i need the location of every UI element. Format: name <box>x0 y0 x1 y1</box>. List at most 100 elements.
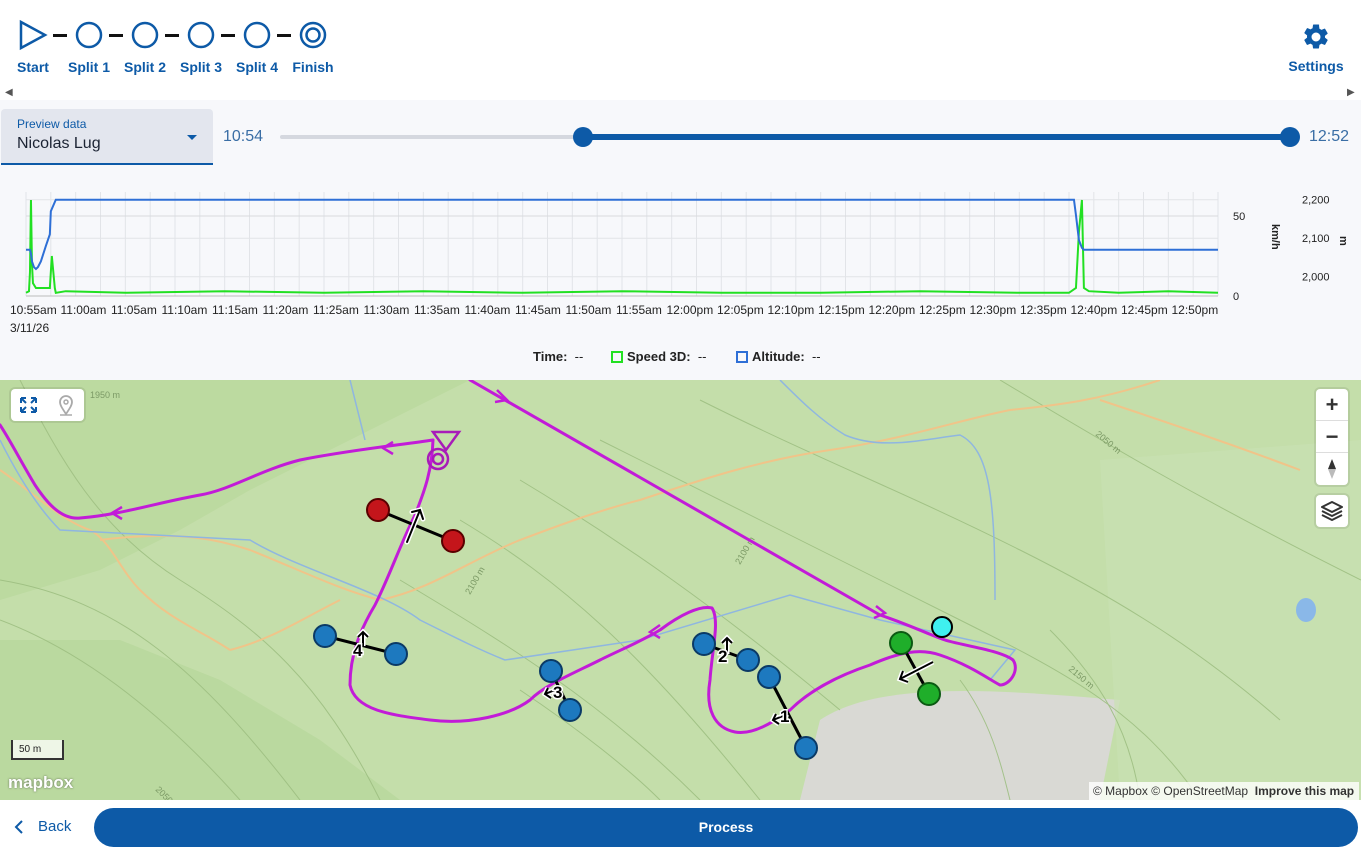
step-split-2-label: Split 2 <box>123 59 166 75</box>
x-tick-label: 11:35am <box>414 303 460 317</box>
time-slider-start-handle[interactable] <box>573 127 593 147</box>
step-split-3-label: Split 3 <box>179 59 222 75</box>
x-tick-label: 11:00am <box>61 303 107 317</box>
x-tick-label: 11:55am <box>616 303 662 317</box>
step-connector <box>109 34 123 37</box>
circle-icon <box>131 21 159 49</box>
step-split-2[interactable]: Split 2 <box>117 0 173 86</box>
route-map[interactable]: 1950 m 2100 m 2100 m 2050 m 2150 m 2050 … <box>0 380 1361 800</box>
x-tick-label: 12:05pm <box>717 303 764 317</box>
chart-legend: Time: -- Speed 3D: -- Altitude: -- <box>0 349 1361 369</box>
map-scale: 50 m <box>11 740 64 760</box>
x-tick-label: 11:25am <box>313 303 359 317</box>
split-3-label: 3 <box>553 683 562 702</box>
step-connector <box>277 34 291 37</box>
x-date-label: 3/11/26 <box>10 321 49 335</box>
split-2-gate[interactable]: 2 <box>692 632 760 672</box>
preview-data-select[interactable]: Preview data Nicolas Lug <box>1 109 213 165</box>
process-button[interactable]: Process <box>94 808 1358 847</box>
play-triangle-icon <box>19 19 48 51</box>
x-tick-label: 11:10am <box>162 303 208 317</box>
zoom-in-button[interactable]: + <box>1316 389 1348 421</box>
legend-altitude-label: Altitude: <box>752 349 805 364</box>
x-tick-label: 12:25pm <box>919 303 966 317</box>
attribution-text[interactable]: © Mapbox © OpenStreetMap <box>1093 784 1249 798</box>
map-top-left-controls <box>11 389 84 421</box>
speed-tick-label: 0 <box>1233 291 1239 303</box>
locate-button[interactable] <box>48 389 84 421</box>
finish-gate[interactable] <box>366 498 465 553</box>
contour-label: 1950 m <box>90 390 120 400</box>
altitude-tick-label: 2,200 <box>1302 195 1330 207</box>
speed-altitude-chart[interactable]: 10:55am 11:00am 11:05am 11:10am 11:15am 11:20… <box>0 184 1361 344</box>
x-tick-label: 11:50am <box>566 303 612 317</box>
speed-tick-label: 50 <box>1233 211 1245 223</box>
fullscreen-button[interactable] <box>11 389 47 421</box>
scroll-left-icon[interactable]: ◀ <box>5 87 13 98</box>
legend-time-label: Time: <box>533 349 568 364</box>
step-start[interactable]: Start <box>5 0 61 86</box>
preview-panel: Preview data Nicolas Lug 10:54 12:52 10:… <box>0 100 1361 380</box>
series-altitude-line <box>26 198 1218 271</box>
x-tick-label: 12:00pm <box>667 303 714 317</box>
mapbox-logo: mapbox <box>8 773 74 792</box>
step-split-4[interactable]: Split 4 <box>229 0 285 86</box>
altitude-axis-label: m <box>1337 236 1349 246</box>
scroll-right-icon[interactable]: ▶ <box>1347 87 1355 98</box>
time-slider-end-handle[interactable] <box>1280 127 1300 147</box>
split-1-label: 1 <box>780 707 789 726</box>
preview-data-value: Nicolas Lug <box>17 135 101 152</box>
current-position-marker[interactable] <box>931 616 953 638</box>
time-slider-range[interactable] <box>583 134 1290 140</box>
x-tick-label: 12:15pm <box>818 303 865 317</box>
legend-time-value: -- <box>574 349 584 364</box>
step-split-1[interactable]: Split 1 <box>61 0 117 86</box>
location-pin-icon <box>59 395 73 416</box>
x-tick-label: 12:40pm <box>1071 303 1118 317</box>
finish-marker[interactable] <box>426 430 462 471</box>
x-tick-label: 12:35pm <box>1020 303 1067 317</box>
x-tick-label: 11:05am <box>111 303 157 317</box>
contour-label: 2050 m <box>1094 429 1123 456</box>
step-split-3[interactable]: Split 3 <box>173 0 229 86</box>
circle-icon <box>243 21 271 49</box>
fullscreen-icon <box>20 397 37 413</box>
layers-button[interactable] <box>1316 495 1348 527</box>
step-start-label: Start <box>17 59 49 75</box>
step-split-4-label: Split 4 <box>235 59 278 75</box>
step-connector <box>221 34 235 37</box>
step-connector <box>165 34 179 37</box>
target-icon <box>299 21 327 49</box>
x-tick-label: 12:45pm <box>1121 303 1168 317</box>
step-split-1-label: Split 1 <box>67 59 110 75</box>
legend-speed-value: -- <box>697 349 707 364</box>
altitude-swatch <box>736 351 748 363</box>
legend-altitude[interactable]: Altitude: -- <box>736 349 821 364</box>
split-1-gate[interactable]: 1 <box>757 665 818 760</box>
legend-speed-label: Speed 3D: <box>627 349 691 364</box>
gear-icon <box>1304 24 1328 49</box>
zoom-out-button[interactable]: − <box>1316 421 1348 453</box>
series-speed-3d-line <box>25 199 1219 294</box>
x-tick-label: 12:50pm <box>1172 303 1219 317</box>
chevron-down-icon <box>187 135 197 140</box>
step-finish[interactable]: Finish <box>285 0 341 86</box>
x-tick-label: 12:20pm <box>869 303 916 317</box>
compass-icon <box>1328 459 1336 479</box>
contour-label: 2150 m <box>1067 664 1096 691</box>
improve-map-link[interactable]: Improve this map <box>1254 784 1355 798</box>
start-gate[interactable] <box>889 631 941 706</box>
circle-icon <box>187 21 215 49</box>
legend-speed[interactable]: Speed 3D: -- <box>611 349 706 364</box>
steps-bar: Start Split 1 Split 2 Split 3 Split 4 Fi… <box>0 0 1361 98</box>
settings-button[interactable]: Settings <box>1285 18 1347 78</box>
zoom-controls: + − <box>1316 389 1348 485</box>
compass-button[interactable] <box>1316 453 1348 485</box>
altitude-tick-label: 2,000 <box>1302 272 1330 284</box>
map-canvas[interactable]: 1950 m 2100 m 2100 m 2050 m 2150 m 2050 … <box>0 380 1361 800</box>
split-3-gate[interactable]: 3 <box>539 659 582 722</box>
split-4-gate[interactable]: 4 <box>313 624 408 666</box>
x-tick-label: 11:15am <box>212 303 258 317</box>
x-tick-label: 12:30pm <box>970 303 1017 317</box>
chevron-left-icon <box>14 820 23 834</box>
